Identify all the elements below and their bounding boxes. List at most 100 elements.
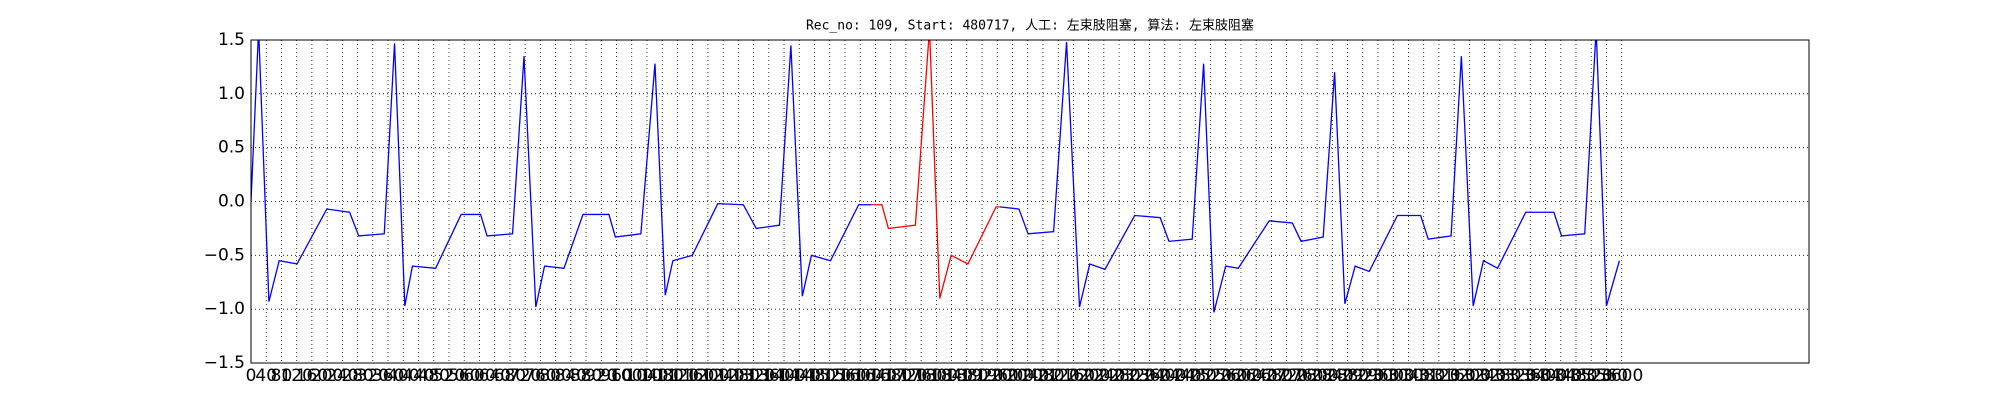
x-tick-label: 2040 bbox=[1006, 366, 1049, 386]
x-tick-label: 2880 bbox=[1326, 366, 1369, 386]
x-tick-label: 1120 bbox=[656, 366, 699, 386]
x-tick-label: 2560 bbox=[1204, 366, 1247, 386]
x-tick-label: 3600 bbox=[1600, 366, 1643, 386]
x-tick-label: 2280 bbox=[1097, 366, 1140, 386]
x-tick-label: 1360 bbox=[747, 366, 790, 386]
x-tick-label: 2240 bbox=[1082, 366, 1125, 386]
ecg-line bbox=[871, 40, 1000, 299]
y-tick-label: 1.5 bbox=[218, 30, 245, 50]
x-tick-label: 3040 bbox=[1387, 366, 1430, 386]
x-tick-label: 360 bbox=[372, 366, 404, 386]
x-tick-label: 2600 bbox=[1219, 366, 1262, 386]
x-tick-label: 600 bbox=[463, 366, 495, 386]
x-tick-label: 680 bbox=[494, 366, 526, 386]
chart-title: Rec_no: 109, Start: 480717, 人工: 左束肢阻塞, 算… bbox=[806, 18, 1254, 34]
x-tick-label: 160 bbox=[296, 366, 328, 386]
x-tick-label: 800 bbox=[539, 366, 571, 386]
x-tick-label: 720 bbox=[509, 366, 541, 386]
x-tick-label: 1080 bbox=[641, 366, 684, 386]
x-tick-label: 240 bbox=[326, 366, 358, 386]
x-tick-label: 2480 bbox=[1174, 366, 1217, 386]
x-tick-label: 640 bbox=[478, 366, 510, 386]
plot-frame bbox=[250, 39, 1810, 364]
x-tick-label: 80 bbox=[271, 366, 293, 386]
x-tick-label: 3200 bbox=[1448, 366, 1491, 386]
ecg-line bbox=[251, 40, 1621, 313]
x-tick-label: 1840 bbox=[930, 366, 973, 386]
x-tick-label: 1560 bbox=[823, 366, 866, 386]
y-tick-label: 0.5 bbox=[218, 138, 245, 158]
x-tick-label: 280 bbox=[341, 366, 373, 386]
x-tick-label: 3080 bbox=[1402, 366, 1445, 386]
x-tick-label: 3400 bbox=[1524, 366, 1567, 386]
plot-area bbox=[251, 40, 1621, 313]
x-tick-label: 1520 bbox=[808, 366, 851, 386]
x-tick-label: 1320 bbox=[732, 366, 775, 386]
x-tick-label: 3000 bbox=[1372, 366, 1415, 386]
x-tick-label: 960 bbox=[600, 366, 632, 386]
x-tick-label: 320 bbox=[357, 366, 389, 386]
y-tick-label: 1.0 bbox=[218, 84, 245, 104]
x-tick-label: 880 bbox=[570, 366, 602, 386]
x-tick-label: 480 bbox=[418, 366, 450, 386]
x-tick-label: 3360 bbox=[1509, 366, 1552, 386]
x-tick-label: 1640 bbox=[854, 366, 897, 386]
x-tick-label: 560 bbox=[448, 366, 480, 386]
x-tick-label: 200 bbox=[311, 366, 343, 386]
x-tick-label: 1440 bbox=[778, 366, 821, 386]
x-tick-label: 1920 bbox=[960, 366, 1003, 386]
y-tick-label: 0.0 bbox=[218, 192, 245, 212]
x-tick-label: 840 bbox=[555, 366, 587, 386]
x-tick-label: 760 bbox=[524, 366, 556, 386]
x-tick-label: 1680 bbox=[869, 366, 912, 386]
x-tick-label: 2080 bbox=[1021, 366, 1064, 386]
x-tick-label: 2960 bbox=[1356, 366, 1399, 386]
x-tick-label: 2800 bbox=[1295, 366, 1338, 386]
x-tick-label: 1480 bbox=[793, 366, 836, 386]
x-tick-label: 1800 bbox=[915, 366, 958, 386]
x-tick-label: 3480 bbox=[1554, 366, 1597, 386]
x-tick-label: 1280 bbox=[717, 366, 760, 386]
x-tick-label: 1880 bbox=[945, 366, 988, 386]
x-tick-label: 2920 bbox=[1341, 366, 1384, 386]
x-tick-label: 2200 bbox=[1067, 366, 1110, 386]
x-tick-label: 1040 bbox=[625, 366, 668, 386]
x-tick-label: 2440 bbox=[1158, 366, 1201, 386]
x-tick-label: 2760 bbox=[1280, 366, 1323, 386]
x-tick-label: 2400 bbox=[1143, 366, 1186, 386]
x-tick-label: 3560 bbox=[1585, 366, 1628, 386]
x-tick-label: 2320 bbox=[1113, 366, 1156, 386]
x-tick-label: 1600 bbox=[839, 366, 882, 386]
x-tick-label: 920 bbox=[585, 366, 617, 386]
x-tick-label: 1160 bbox=[671, 366, 714, 386]
x-tick-label: 1200 bbox=[686, 366, 729, 386]
x-tick-label: 3520 bbox=[1570, 366, 1613, 386]
y-tick-label: −1.5 bbox=[204, 353, 245, 373]
x-tick-label: 0 bbox=[246, 366, 257, 386]
x-tick-label: 520 bbox=[433, 366, 465, 386]
x-tick-label: 120 bbox=[280, 366, 312, 386]
x-tick-label: 2520 bbox=[1189, 366, 1232, 386]
x-tick-label: 400 bbox=[387, 366, 419, 386]
x-tick-label: 3120 bbox=[1417, 366, 1460, 386]
x-tick-label: 2840 bbox=[1311, 366, 1354, 386]
y-tick-label: −1.0 bbox=[204, 299, 245, 319]
x-tick-label: 3280 bbox=[1478, 366, 1521, 386]
x-tick-label: 3440 bbox=[1539, 366, 1582, 386]
x-tick-label: 2680 bbox=[1250, 366, 1293, 386]
x-tick-label: 40 bbox=[255, 366, 277, 386]
y-tick-label: −0.5 bbox=[204, 245, 245, 265]
x-tick-label: 1240 bbox=[701, 366, 744, 386]
x-tick-label: 3240 bbox=[1463, 366, 1506, 386]
x-tick-label: 1000 bbox=[610, 366, 653, 386]
x-tick-label: 2640 bbox=[1235, 366, 1278, 386]
x-tick-label: 1400 bbox=[762, 366, 805, 386]
x-tick-label: 2120 bbox=[1037, 366, 1080, 386]
x-tick-label: 1960 bbox=[976, 366, 1019, 386]
x-tick-label: 2160 bbox=[1052, 366, 1095, 386]
x-tick-label: 440 bbox=[402, 366, 434, 386]
x-tick-label: 1760 bbox=[899, 366, 942, 386]
x-tick-label: 2360 bbox=[1128, 366, 1171, 386]
x-tick-label: 3160 bbox=[1433, 366, 1476, 386]
